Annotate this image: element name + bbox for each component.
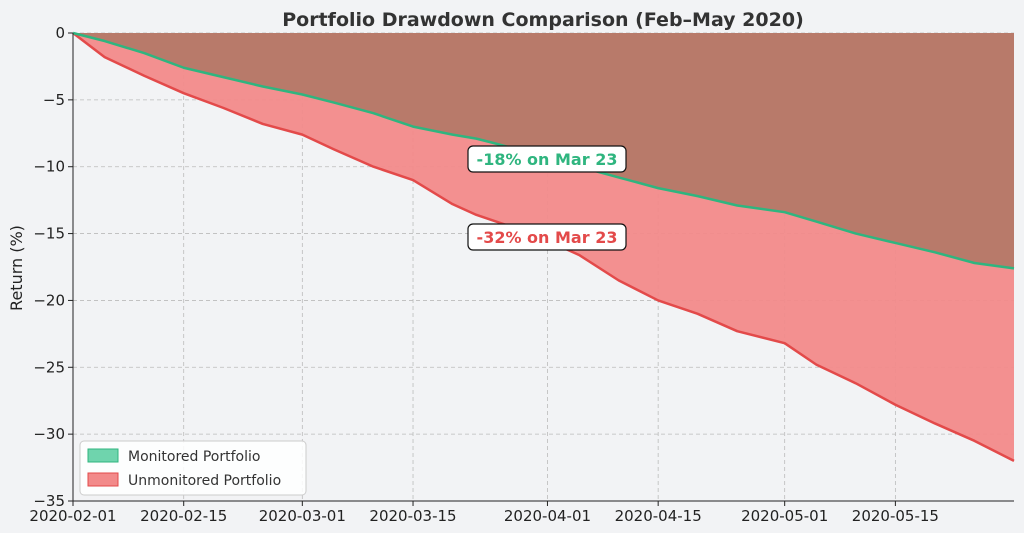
annotation-unmonitored: -32% on Mar 23 [467, 223, 627, 251]
y-tick-label: −15 [33, 225, 65, 243]
y-tick-label: −20 [33, 291, 65, 309]
x-tick-label: 2020-03-01 [259, 507, 346, 525]
legend-frame [79, 440, 307, 496]
legend: Monitored Portfolio Unmonitored Portfoli… [79, 440, 307, 496]
legend-label-monitored: Monitored Portfolio [128, 449, 260, 465]
x-tick-label: 2020-05-01 [741, 507, 828, 525]
y-tick-label: −5 [43, 91, 65, 109]
y-tick-label: −30 [33, 425, 65, 443]
legend-swatch-monitored [87, 448, 119, 463]
x-tick-label: 2020-04-15 [615, 507, 702, 525]
chart-title: Portfolio Drawdown Comparison (Feb–May 2… [282, 9, 804, 31]
x-tick-label: 2020-02-15 [140, 507, 227, 525]
annotation-monitored-box [467, 145, 627, 173]
legend-label-unmonitored: Unmonitored Portfolio [128, 473, 281, 489]
annotation-unmonitored-box [467, 223, 627, 251]
annotation-monitored: -18% on Mar 23 [467, 145, 627, 173]
y-tick-label: −35 [33, 492, 65, 510]
y-tick-label: −25 [33, 358, 65, 376]
y-axis-label: Return (%) [7, 225, 26, 311]
legend-swatch-unmonitored [87, 472, 119, 487]
x-tick-label: 2020-04-01 [504, 507, 591, 525]
x-tick-label: 2020-03-15 [369, 507, 456, 525]
y-tick-label: 0 [55, 24, 65, 42]
x-tick-label: 2020-05-15 [852, 507, 939, 525]
annotation-unmonitored-text: -32% on Mar 23 [477, 228, 618, 247]
y-tick-label: −10 [33, 158, 65, 176]
x-tick-label: 2020-02-01 [29, 507, 116, 525]
annotation-monitored-text: -18% on Mar 23 [477, 150, 618, 169]
